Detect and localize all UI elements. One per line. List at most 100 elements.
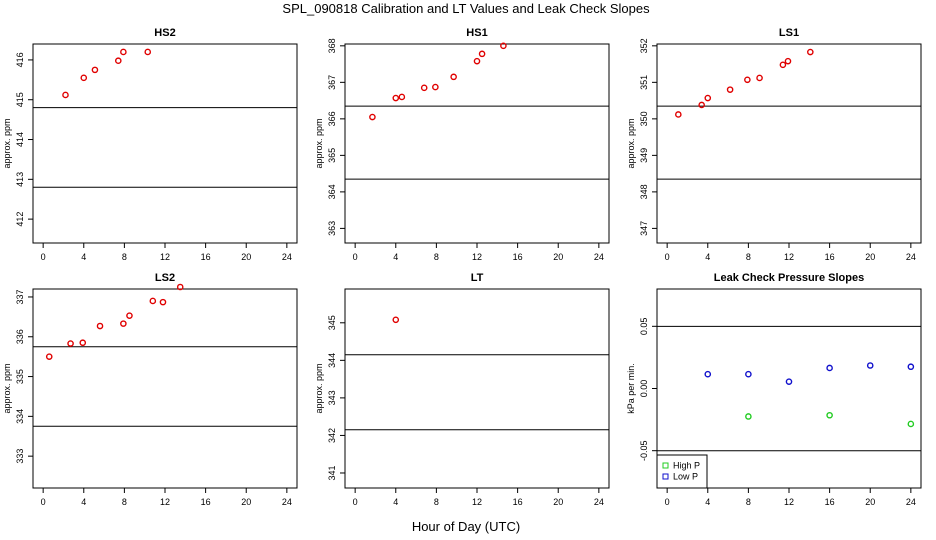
y-axis-label: approx. ppm (2, 363, 12, 413)
data-point (675, 111, 682, 118)
data-point (745, 413, 752, 420)
y-tick-label: 352 (639, 38, 649, 53)
x-tick-label: 20 (865, 497, 875, 507)
data-point (79, 339, 87, 347)
y-tick-label: 366 (327, 111, 337, 126)
data-point (704, 370, 712, 378)
x-tick-label: 0 (41, 252, 46, 262)
x-tick-label: 4 (705, 497, 710, 507)
x-tick-label: 12 (784, 497, 794, 507)
x-tick-label: 0 (353, 497, 358, 507)
x-tick-label: 16 (825, 252, 835, 262)
y-tick-label: 364 (327, 184, 337, 199)
data-point (785, 378, 793, 385)
data-point (478, 50, 486, 58)
plot-frame (344, 43, 610, 244)
y-tick-label: 334 (15, 409, 25, 424)
chart-hs1: HS1 0 4 8 12 16 20 24 363 364 365 366 367 368 approx. … (314, 27, 610, 262)
legend-swatch (662, 462, 669, 469)
data-point (120, 320, 127, 327)
data-point (450, 73, 457, 81)
x-tick-label: 8 (122, 252, 127, 262)
plot-frame (656, 43, 922, 244)
chart-title: HS2 (154, 27, 175, 39)
plot-frame (344, 288, 610, 489)
y-tick-label: 414 (15, 132, 25, 147)
data-point (756, 74, 763, 82)
figure-x-axis-label: Hour of Day (UTC) (412, 519, 520, 534)
chart-title: LS1 (779, 27, 799, 39)
y-axis-label: approx. ppm (314, 118, 324, 168)
x-tick-label: 4 (81, 252, 86, 262)
y-tick-label: 349 (639, 148, 649, 163)
legend-box (656, 454, 708, 489)
data-point (176, 283, 184, 291)
x-tick-label: 20 (241, 252, 251, 262)
x-tick-label: 24 (906, 497, 916, 507)
x-tick-label: 16 (513, 252, 523, 262)
legend-swatch (662, 473, 669, 480)
x-tick-label: 8 (746, 497, 751, 507)
x-tick-label: 4 (705, 252, 710, 262)
data-point (907, 363, 915, 371)
y-tick-label: 351 (639, 75, 649, 90)
y-tick-label: 368 (327, 38, 337, 53)
x-tick-label: 0 (665, 497, 670, 507)
y-tick-label: 412 (15, 212, 25, 227)
data-point (779, 61, 787, 69)
chart-title: HS1 (466, 27, 487, 39)
data-point (144, 48, 152, 56)
x-tick-label: 4 (81, 497, 86, 507)
x-tick-label: 8 (434, 497, 439, 507)
y-tick-label: -0.05 (639, 440, 649, 461)
data-point (120, 48, 127, 56)
data-point (698, 101, 705, 109)
data-point (369, 113, 376, 121)
data-point (80, 74, 88, 82)
x-tick-label: 12 (472, 497, 482, 507)
y-tick-label: 335 (15, 369, 25, 384)
data-point (91, 66, 99, 74)
x-tick-label: 20 (865, 252, 875, 262)
x-tick-label: 24 (906, 252, 916, 262)
x-tick-label: 16 (513, 497, 523, 507)
x-tick-label: 12 (784, 252, 794, 262)
data-point (807, 48, 814, 56)
data-point (114, 57, 122, 65)
plot-frame (32, 43, 298, 244)
data-point (126, 312, 133, 319)
x-tick-label: 20 (241, 497, 251, 507)
x-tick-label: 24 (282, 497, 292, 507)
chart-title: LT (471, 272, 484, 284)
x-tick-label: 0 (41, 497, 46, 507)
data-point (500, 42, 507, 50)
chart-title: Leak Check Pressure Slopes (714, 272, 864, 284)
data-point (826, 411, 833, 419)
y-tick-label: 350 (639, 111, 649, 126)
x-tick-label: 8 (746, 252, 751, 262)
x-tick-label: 8 (434, 252, 439, 262)
x-tick-label: 0 (665, 252, 670, 262)
data-point (67, 340, 74, 347)
data-point (726, 86, 734, 93)
x-tick-label: 4 (393, 252, 398, 262)
y-tick-label: 363 (327, 221, 337, 236)
y-tick-label: 343 (327, 390, 337, 405)
x-tick-label: 16 (201, 497, 211, 507)
data-point (392, 94, 400, 102)
x-tick-label: 20 (553, 252, 563, 262)
x-tick-label: 24 (282, 252, 292, 262)
data-point (784, 57, 792, 65)
x-tick-label: 24 (594, 252, 604, 262)
chart-leak: Leak Check Pressure Slopes 0 4 8 12 16 20 24 -0.… (626, 272, 922, 507)
data-point (420, 84, 428, 92)
x-tick-label: 16 (825, 497, 835, 507)
chart-ls2: LS2 0 4 8 12 16 20 24 333 334 335 336 337 approx. ppm (2, 272, 298, 507)
x-tick-label: 16 (201, 252, 211, 262)
y-tick-label: 415 (15, 92, 25, 107)
y-tick-label: 342 (327, 428, 337, 443)
x-tick-label: 12 (472, 252, 482, 262)
y-axis-label: approx. ppm (626, 118, 636, 168)
